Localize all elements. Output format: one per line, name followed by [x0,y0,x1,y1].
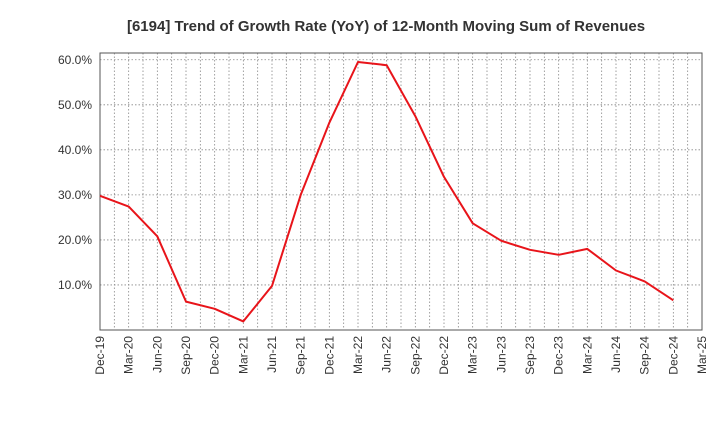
y-tick-label: 60.0% [58,53,92,67]
x-tick-label: Mar-25 [695,336,709,374]
x-tick-label: Sep-22 [408,336,422,375]
gridlines [99,53,703,330]
x-tick-label: Sep-21 [294,336,308,375]
x-tick-label: Mar-22 [351,336,365,374]
x-tick-label: Jun-23 [494,336,508,373]
x-tick-label: Dec-21 [322,336,336,375]
y-tick-label: 40.0% [58,143,92,157]
x-tick-label: Jun-22 [380,336,394,373]
x-tick-label: Mar-20 [122,336,136,374]
x-tick-label: Dec-22 [437,336,451,375]
chart-title: [6194] Trend of Growth Rate (YoY) of 12-… [127,18,645,35]
x-tick-label: Mar-23 [466,336,480,374]
y-tick-label: 10.0% [58,278,92,292]
y-tick-label: 20.0% [58,233,92,247]
x-tick-label: Sep-20 [179,336,193,375]
x-tick-label: Dec-24 [666,336,680,375]
series-line [99,61,674,323]
x-tick-label: Mar-24 [580,336,594,374]
x-tick-label: Dec-23 [552,336,566,375]
x-tick-label: Sep-23 [523,336,537,375]
plot-area [99,52,703,331]
x-tick-label: Jun-20 [150,336,164,373]
y-tick-label: 30.0% [58,188,92,202]
x-tick-label: Jun-21 [265,336,279,373]
y-axis-ticks: 10.0% 20.0% 30.0% 40.0% 50.0% 60.0% [58,53,92,292]
x-axis-ticks: Dec-19 Mar-20 Jun-20 Sep-20 Dec-20 Mar-21 Jun-… [93,336,709,375]
x-tick-label: Mar-21 [236,336,250,374]
x-tick-label: Jun-24 [609,336,623,373]
y-tick-label: 50.0% [58,98,92,112]
x-tick-label: Dec-20 [208,336,222,375]
series-group [99,61,674,323]
x-tick-label: Sep-24 [638,336,652,375]
x-tick-label: Dec-19 [93,336,107,375]
